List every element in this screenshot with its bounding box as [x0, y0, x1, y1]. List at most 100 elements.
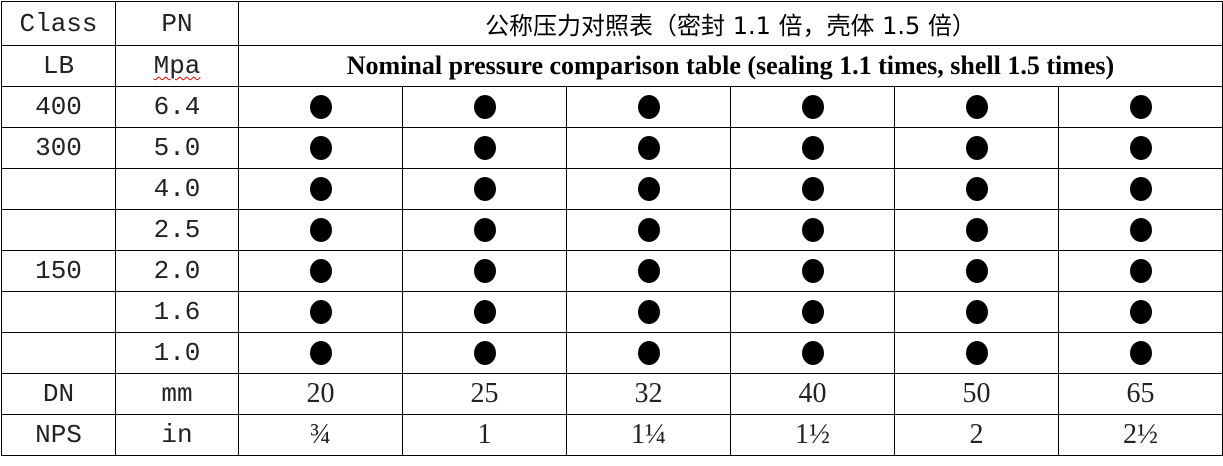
mark-cell	[402, 86, 567, 128]
mark-cell	[1058, 209, 1223, 251]
filled-circle-icon	[801, 95, 824, 120]
filled-circle-icon	[1129, 177, 1152, 202]
nps-value: 2½	[1058, 414, 1223, 456]
pressure-row: 4.0	[1, 168, 1223, 210]
mark-cell	[730, 250, 895, 292]
nps-unit: in	[115, 414, 239, 456]
filled-circle-icon	[1129, 300, 1152, 325]
nps-value: 2	[894, 414, 1059, 456]
mark-cell	[402, 127, 567, 169]
mark-cell	[730, 332, 895, 374]
filled-circle-icon	[637, 218, 660, 243]
filled-circle-icon	[309, 259, 332, 284]
dn-value: 65	[1058, 373, 1223, 415]
mark-cell	[402, 168, 567, 210]
filled-circle-icon	[801, 136, 824, 161]
mark-cell	[238, 209, 403, 251]
filled-circle-icon	[801, 177, 824, 202]
filled-circle-icon	[965, 95, 988, 120]
mark-cell	[238, 127, 403, 169]
title-chinese: 公称压力对照表（密封 1.1 倍，壳体 1.5 倍）	[238, 1, 1223, 46]
filled-circle-icon	[1129, 136, 1152, 161]
pressure-row: 400 6.4	[1, 86, 1223, 128]
mark-cell	[566, 168, 731, 210]
filled-circle-icon	[309, 218, 332, 243]
mark-cell	[566, 250, 731, 292]
filled-circle-icon	[965, 300, 988, 325]
mark-cell	[566, 209, 731, 251]
nps-value: 1½	[730, 414, 895, 456]
mark-cell	[894, 291, 1059, 333]
filled-circle-icon	[1129, 95, 1152, 120]
filled-circle-icon	[473, 218, 496, 243]
dn-label: DN	[1, 373, 116, 415]
pn-cell: 1.0	[115, 332, 239, 374]
pressure-row: 2.5	[1, 209, 1223, 251]
filled-circle-icon	[1129, 259, 1152, 284]
mark-cell	[1058, 86, 1223, 128]
mark-cell	[402, 332, 567, 374]
dn-value: 40	[730, 373, 895, 415]
mark-cell	[894, 127, 1059, 169]
class-cell: 400	[1, 86, 116, 128]
dn-value: 20	[238, 373, 403, 415]
filled-circle-icon	[309, 300, 332, 325]
mark-cell	[238, 332, 403, 374]
dn-value: 50	[894, 373, 1059, 415]
mark-cell	[894, 250, 1059, 292]
mark-cell	[566, 332, 731, 374]
filled-circle-icon	[1129, 341, 1152, 366]
filled-circle-icon	[965, 341, 988, 366]
filled-circle-icon	[965, 259, 988, 284]
mark-cell	[730, 127, 895, 169]
mark-cell	[238, 291, 403, 333]
mpa-header: Mpa	[115, 45, 239, 87]
pressure-row: 1.0	[1, 332, 1223, 374]
mark-cell	[1058, 332, 1223, 374]
mpa-label: Mpa	[153, 51, 201, 81]
dn-value: 32	[566, 373, 731, 415]
mark-cell	[730, 168, 895, 210]
filled-circle-icon	[801, 218, 824, 243]
header-row-1: Class PN 公称压力对照表（密封 1.1 倍，壳体 1.5 倍）	[1, 1, 1223, 46]
filled-circle-icon	[637, 95, 660, 120]
header-row-2: LB Mpa Nominal pressure comparison table…	[1, 45, 1223, 87]
mark-cell	[894, 86, 1059, 128]
pressure-row: 300 5.0	[1, 127, 1223, 169]
nps-value: 1¼	[566, 414, 731, 456]
mark-cell	[402, 209, 567, 251]
dn-value: 25	[402, 373, 567, 415]
pressure-row: 1.6	[1, 291, 1223, 333]
nps-label: NPS	[1, 414, 116, 456]
mark-cell	[238, 250, 403, 292]
pn-cell: 1.6	[115, 291, 239, 333]
mark-cell	[1058, 168, 1223, 210]
nps-row: NPS in ¾ 1 1¼ 1½ 2 2½	[1, 414, 1223, 456]
pressure-row: 150 2.0	[1, 250, 1223, 292]
mark-cell	[238, 168, 403, 210]
class-cell	[1, 291, 116, 333]
mark-cell	[402, 291, 567, 333]
class-header: Class	[1, 1, 116, 46]
filled-circle-icon	[965, 177, 988, 202]
nps-value: 1	[402, 414, 567, 456]
filled-circle-icon	[309, 341, 332, 366]
filled-circle-icon	[637, 259, 660, 284]
filled-circle-icon	[473, 259, 496, 284]
filled-circle-icon	[637, 177, 660, 202]
dn-unit: mm	[115, 373, 239, 415]
filled-circle-icon	[637, 341, 660, 366]
mark-cell	[1058, 291, 1223, 333]
filled-circle-icon	[801, 300, 824, 325]
mark-cell	[1058, 127, 1223, 169]
pn-cell: 4.0	[115, 168, 239, 210]
mark-cell	[566, 127, 731, 169]
filled-circle-icon	[965, 218, 988, 243]
filled-circle-icon	[473, 95, 496, 120]
pn-cell: 2.0	[115, 250, 239, 292]
pn-header: PN	[115, 1, 239, 46]
mark-cell	[1058, 250, 1223, 292]
mark-cell	[894, 168, 1059, 210]
filled-circle-icon	[637, 136, 660, 161]
pressure-comparison-table: Class PN 公称压力对照表（密封 1.1 倍，壳体 1.5 倍） LB M…	[1, 1, 1223, 456]
